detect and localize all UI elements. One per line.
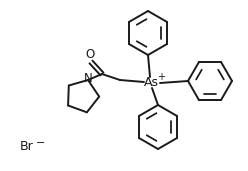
Text: N: N [84,73,92,86]
Text: −: − [36,138,45,148]
Text: O: O [85,49,95,62]
Text: +: + [157,72,165,82]
Text: Br: Br [20,141,34,154]
Text: As: As [144,76,158,89]
